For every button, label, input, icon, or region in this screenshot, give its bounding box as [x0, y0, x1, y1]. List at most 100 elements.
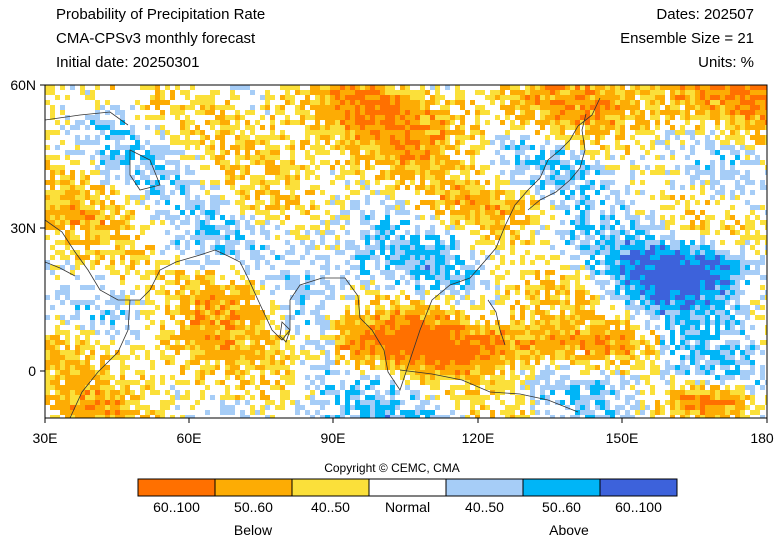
field-cell: [685, 325, 690, 330]
field-cell: [460, 320, 465, 325]
field-cell: [430, 140, 435, 145]
field-cell: [605, 265, 610, 270]
field-cell: [375, 330, 380, 335]
field-cell: [650, 240, 655, 245]
field-cell: [630, 265, 635, 270]
field-cell: [705, 285, 710, 290]
field-cell: [105, 310, 110, 315]
field-cell: [315, 95, 320, 100]
field-cell: [245, 355, 250, 360]
field-cell: [705, 110, 710, 115]
field-cell: [685, 265, 690, 270]
field-cell: [245, 85, 250, 90]
field-cell: [250, 310, 255, 315]
field-cell: [195, 200, 200, 205]
field-cell: [220, 195, 225, 200]
field-cell: [420, 265, 425, 270]
field-cell: [335, 245, 340, 250]
field-cell: [95, 190, 100, 195]
field-cell: [450, 265, 455, 270]
field-cell: [135, 115, 140, 120]
field-cell: [550, 325, 555, 330]
field-cell: [185, 155, 190, 160]
field-cell: [65, 195, 70, 200]
field-cell: [305, 235, 310, 240]
field-cell: [275, 105, 280, 110]
field-cell: [725, 90, 730, 95]
field-cell: [310, 160, 315, 165]
field-cell: [385, 95, 390, 100]
field-cell: [465, 320, 470, 325]
field-cell: [285, 355, 290, 360]
field-cell: [745, 150, 750, 155]
field-cell: [100, 215, 105, 220]
field-cell: [270, 355, 275, 360]
field-cell: [720, 260, 725, 265]
field-cell: [160, 195, 165, 200]
field-cell: [535, 100, 540, 105]
field-cell: [295, 290, 300, 295]
field-cell: [340, 250, 345, 255]
field-cell: [195, 315, 200, 320]
field-cell: [495, 340, 500, 345]
field-cell: [245, 165, 250, 170]
field-cell: [755, 345, 760, 350]
field-cell: [420, 300, 425, 305]
field-cell: [585, 135, 590, 140]
field-cell: [425, 100, 430, 105]
field-cell: [210, 180, 215, 185]
field-cell: [685, 255, 690, 260]
field-cell: [55, 120, 60, 125]
field-cell: [55, 345, 60, 350]
field-cell: [135, 170, 140, 175]
field-cell: [640, 295, 645, 300]
field-cell: [665, 220, 670, 225]
field-cell: [605, 330, 610, 335]
field-cell: [430, 130, 435, 135]
field-cell: [350, 130, 355, 135]
field-cell: [630, 300, 635, 305]
field-cell: [595, 250, 600, 255]
field-cell: [365, 255, 370, 260]
field-cell: [360, 155, 365, 160]
field-cell: [710, 160, 715, 165]
field-cell: [215, 230, 220, 235]
field-cell: [510, 335, 515, 340]
field-cell: [655, 260, 660, 265]
field-cell: [515, 145, 520, 150]
field-cell: [360, 130, 365, 135]
field-cell: [470, 340, 475, 345]
field-cell: [110, 250, 115, 255]
field-cell: [570, 195, 575, 200]
field-cell: [205, 210, 210, 215]
field-cell: [495, 210, 500, 215]
field-cell: [750, 160, 755, 165]
field-cell: [620, 270, 625, 275]
field-cell: [210, 155, 215, 160]
field-cell: [660, 245, 665, 250]
field-cell: [570, 240, 575, 245]
field-cell: [355, 95, 360, 100]
field-cell: [265, 145, 270, 150]
field-cell: [395, 205, 400, 210]
field-cell: [530, 240, 535, 245]
field-cell: [640, 110, 645, 115]
field-cell: [235, 285, 240, 290]
field-cell: [340, 335, 345, 340]
field-cell: [535, 345, 540, 350]
field-cell: [570, 330, 575, 335]
field-cell: [160, 320, 165, 325]
field-cell: [480, 165, 485, 170]
field-cell: [115, 240, 120, 245]
field-cell: [495, 180, 500, 185]
field-cell: [200, 155, 205, 160]
field-cell: [205, 325, 210, 330]
field-cell: [360, 265, 365, 270]
field-cell: [755, 105, 760, 110]
field-cell: [105, 345, 110, 350]
field-cell: [535, 165, 540, 170]
field-cell: [535, 85, 540, 90]
field-cell: [435, 255, 440, 260]
field-cell: [340, 130, 345, 135]
